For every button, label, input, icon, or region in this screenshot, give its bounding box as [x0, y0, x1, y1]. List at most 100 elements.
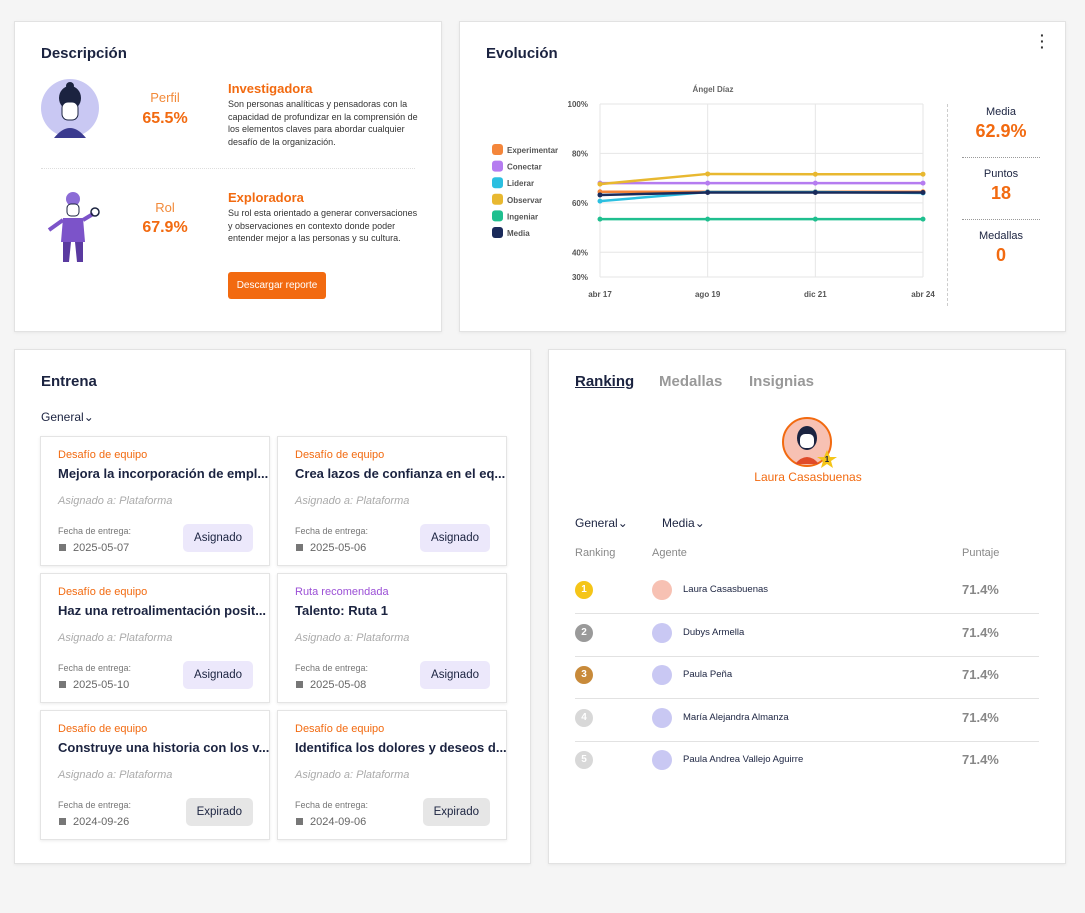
- train-panel: Entrena General⌄ Desafío de equipo Mejora…: [14, 349, 531, 864]
- task-card[interactable]: Desafío de equipo Identifica los dolores …: [277, 710, 507, 840]
- agent-avatar: [652, 580, 672, 600]
- legend-swatch: [492, 160, 503, 172]
- agent-score: 71.4%: [962, 752, 999, 767]
- agent-avatar: [652, 707, 672, 728]
- rank-badge: 4: [575, 708, 593, 727]
- calendar-icon: [59, 681, 66, 688]
- agent-score: 71.4%: [962, 624, 999, 640]
- agent-avatar: [652, 665, 672, 685]
- profile-value: 65.5%: [142, 110, 188, 127]
- agent-name: Dubys Armella: [683, 626, 745, 638]
- y-tick-label: 100%: [568, 100, 588, 109]
- role-illustration: [47, 192, 100, 262]
- agent-avatar: [652, 750, 672, 770]
- card-assignee: Asignado a: Plataforma: [58, 495, 173, 507]
- legend-label: Conectar: [507, 163, 542, 172]
- panel-title: Evolución: [486, 45, 558, 62]
- card-date-label: Fecha de entrega:: [295, 800, 369, 810]
- card-date-label: Fecha de entrega:: [295, 526, 369, 536]
- stat: Medallas 0: [962, 226, 1040, 281]
- card-assignee: Asignado a: Plataforma: [295, 632, 410, 644]
- legend-swatch: [492, 144, 503, 155]
- status-badge: Expirado: [185, 798, 253, 826]
- leader-name: Laura Casasbuenas: [754, 470, 862, 484]
- legend-swatch: [492, 227, 503, 238]
- point: [812, 216, 818, 222]
- filter-label[interactable]: Media: [662, 516, 695, 530]
- stat-value: 0: [995, 245, 1006, 265]
- series-line: [599, 172, 923, 186]
- agent-name: Paula Peña: [683, 669, 733, 680]
- column-header: Puntaje: [962, 547, 1000, 559]
- menu-dots[interactable]: · · ·: [1040, 27, 1045, 55]
- card-title: Identifica los dolores y deseos d...: [295, 740, 507, 755]
- tab[interactable]: Insignias: [749, 373, 815, 390]
- point: [920, 180, 926, 186]
- task-card[interactable]: Desafío de equipo Haz una retroalimentaci…: [40, 573, 270, 703]
- profile-name: Investigadora: [228, 81, 313, 96]
- agent-score: 71.4%: [962, 667, 999, 682]
- line-chart: Ángel Díaz 30% 40% 60% 80% 100% abr 17 ago 19 di…: [492, 85, 935, 299]
- stat-label: Media: [986, 106, 1016, 118]
- row-divider: [575, 740, 1039, 742]
- ranking-row: 5 Paula Andrea Vallejo Aguirre 71.4%: [575, 748, 1039, 772]
- y-tick-label: 80%: [572, 149, 588, 158]
- card-date: 2024-09-26: [73, 816, 130, 828]
- role-value: 67.9%: [142, 219, 188, 236]
- y-tick-label: 40%: [572, 248, 588, 257]
- column-header: Ranking: [575, 547, 616, 559]
- rank-badge: 2: [575, 623, 593, 642]
- filter-label[interactable]: General: [41, 410, 84, 424]
- panel-title: Entrena: [41, 373, 97, 390]
- point: [705, 171, 711, 177]
- task-card[interactable]: Desafío de equipo Crea lazos de confianza…: [277, 436, 507, 566]
- role-text: Su rol esta orientado a generar conversa…: [228, 208, 418, 243]
- point: [705, 216, 711, 222]
- status-badge: Asignado: [183, 661, 253, 689]
- row-divider: [575, 613, 1039, 614]
- card-date-label: Fecha de entrega:: [58, 663, 132, 673]
- chart-title: Ángel Díaz: [693, 85, 734, 94]
- filter-dropdown[interactable]: General⌄: [575, 516, 628, 530]
- row-divider: [575, 655, 1039, 657]
- legend-label: Observar: [507, 196, 542, 205]
- calendar-icon: [296, 818, 303, 825]
- card-type: Desafío de equipo: [295, 449, 385, 461]
- card-assignee: Asignado a: Plataforma: [295, 495, 410, 507]
- card-type: Desafío de equipo: [58, 723, 148, 735]
- card-title: Haz una retroalimentación posit...: [58, 603, 267, 618]
- card-type: Desafío de equipo: [58, 586, 148, 598]
- point: [705, 180, 711, 186]
- task-card[interactable]: Desafío de equipo Construye una historia …: [40, 710, 270, 840]
- agent-name: Paula Andrea Vallejo Aguirre: [683, 754, 804, 765]
- task-card[interactable]: Ruta recomendada Talento: Ruta 1 Asignado …: [277, 573, 507, 703]
- filter-dropdown[interactable]: Media⌄: [662, 516, 705, 530]
- leader-avatar: 1: [782, 417, 837, 468]
- download-button[interactable]: Descargar reporte: [228, 272, 326, 299]
- point: [597, 198, 603, 204]
- filter-label[interactable]: General: [575, 516, 618, 530]
- tab[interactable]: Medallas: [659, 373, 723, 390]
- card-date-label: Fecha de entrega:: [58, 800, 132, 810]
- filter-dropdown[interactable]: General⌄: [41, 410, 94, 424]
- task-card[interactable]: Desafío de equipo Mejora la incorporación…: [40, 436, 270, 566]
- evolution-panel: Evolución · · · Media 62.9% Puntos 18 Medallas…: [459, 21, 1066, 332]
- stat-label: Medallas: [978, 230, 1024, 242]
- series-line: [599, 191, 923, 197]
- column-header: Agente: [652, 547, 687, 559]
- profile-text: Son personas analíticas y pensadoras con…: [228, 99, 418, 147]
- point: [597, 216, 603, 222]
- card-assignee: Asignado a: Plataforma: [295, 769, 410, 781]
- card-type: Desafío de equipo: [295, 723, 385, 735]
- x-tick-label: dic 21: [804, 290, 827, 299]
- description-panel: Descripción Perfil 65.5% Investigadora S…: [14, 21, 442, 332]
- card-title: Crea lazos de confianza en el eq...: [295, 466, 506, 481]
- x-tick-label: ago 19: [695, 290, 721, 299]
- card-assignee: Asignado a: Plataforma: [58, 769, 173, 781]
- card-date-label: Fecha de entrega:: [295, 663, 369, 673]
- status-badge: Asignado: [420, 661, 490, 689]
- tab-active[interactable]: Ranking: [575, 373, 635, 390]
- calendar-icon: [296, 544, 303, 551]
- agent-score: 71.4%: [962, 582, 999, 597]
- point: [705, 189, 711, 195]
